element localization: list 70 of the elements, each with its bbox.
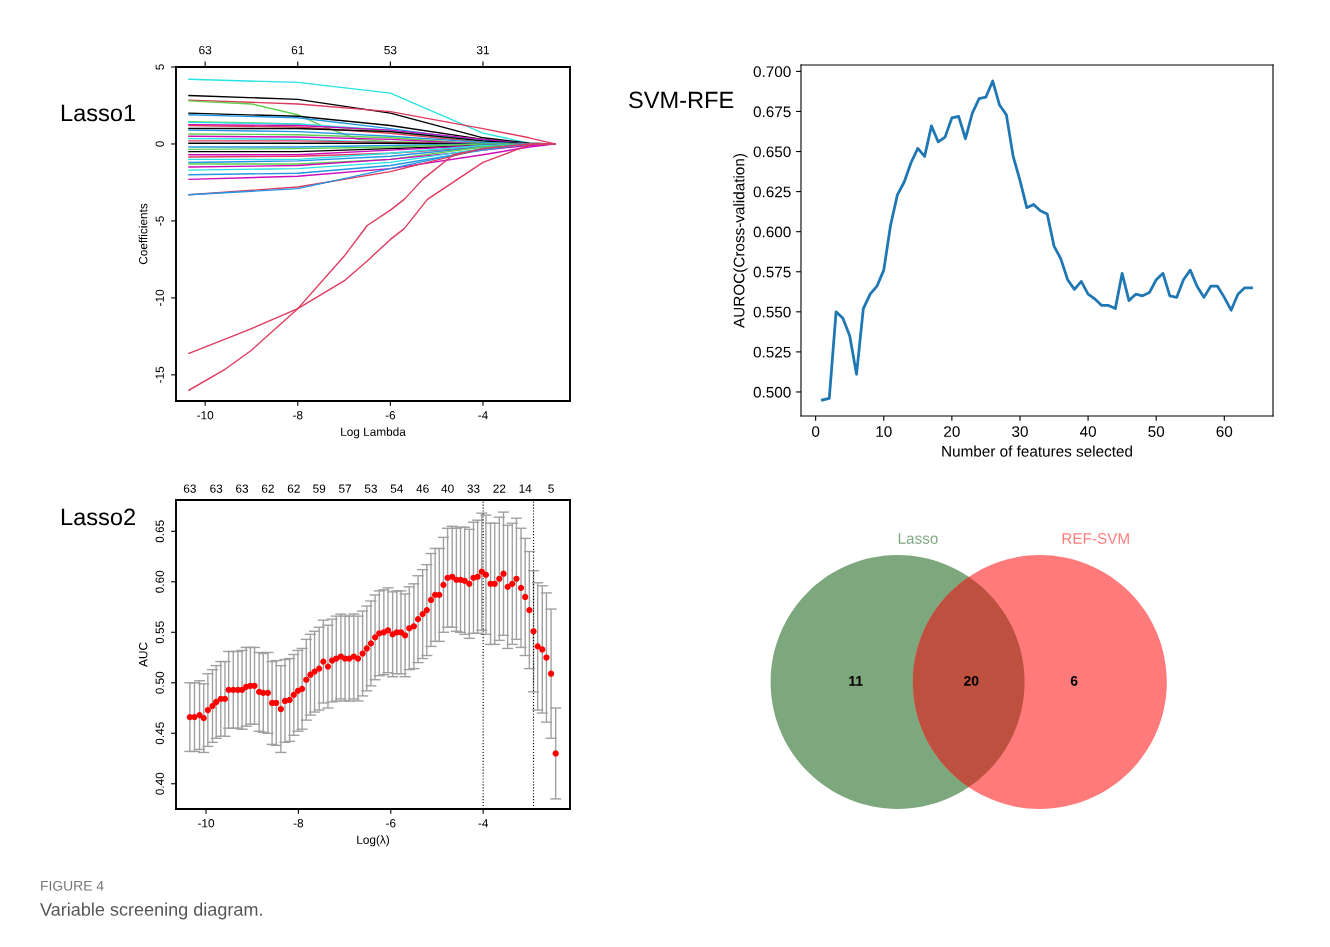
x-tick-label: -10 [198, 819, 215, 828]
y-tick-label: -5 [155, 216, 164, 226]
y-tick-label: 0.575 [753, 266, 791, 278]
text: 61 [291, 45, 304, 55]
y-tick-label: 0.55 [155, 621, 164, 644]
text: 46 [416, 484, 429, 493]
x-tick-label: -4 [478, 819, 489, 828]
text: 33 [467, 484, 480, 493]
y-tick-label: 0.500 [753, 386, 791, 398]
text: 53 [364, 484, 377, 493]
y-tick-label: 0.60 [155, 570, 164, 593]
y-tick-label: 0.525 [753, 346, 791, 358]
y-tick-label: 5 [155, 64, 164, 70]
y-tick-label: 0.40 [155, 772, 164, 795]
text: 57 [338, 484, 352, 493]
text: Variable screening diagram. [40, 902, 262, 920]
y-tick-label: 0.45 [155, 722, 164, 745]
x-tick-label: -8 [293, 411, 303, 420]
x-tick-label: -8 [293, 819, 304, 828]
y-tick-label: 0 [155, 141, 164, 147]
text: Lasso1 [61, 104, 135, 122]
y-tick-label: 0.600 [753, 226, 791, 238]
x-axis-title: Number of features selected [942, 445, 1132, 457]
category-label: Lasso [898, 533, 938, 544]
text: 53 [384, 45, 397, 55]
text: 31 [476, 45, 489, 55]
text: 63 [199, 45, 212, 55]
text: 40 [441, 484, 454, 493]
text: 59 [313, 484, 326, 493]
y-tick-label: 0.550 [753, 306, 791, 318]
text: SVM-RFE [629, 91, 734, 109]
y-tick-label: 0.650 [753, 146, 791, 158]
x-tick-label: -6 [385, 411, 396, 420]
x-tick-label: 0 [811, 426, 820, 437]
y-axis-title: AUROC(Cross-validation) [733, 154, 748, 328]
y-axis-title: AUC [139, 642, 148, 667]
text: 62 [287, 484, 300, 493]
y-tick-label: -15 [155, 366, 164, 383]
data-label: 20 [964, 675, 979, 686]
x-tick-label: 60 [1216, 426, 1233, 437]
text: 22 [493, 484, 506, 493]
x-axis-title: Log Lambda [341, 427, 406, 439]
text: 5 [548, 484, 554, 493]
x-axis-title: Log(λ) [357, 835, 389, 847]
data-label: 11 [849, 676, 863, 686]
y-tick-label: 0.700 [753, 66, 791, 78]
x-tick-label: 10 [876, 426, 892, 437]
x-tick-label: 30 [1012, 426, 1028, 437]
category-label: REF-SVM [1062, 533, 1129, 544]
x-tick-label: 50 [1148, 426, 1165, 437]
y-tick-label: 0.50 [155, 671, 164, 694]
text: 62 [261, 484, 274, 493]
y-tick-label: 0.675 [753, 106, 791, 118]
data-label: 6 [1070, 675, 1078, 686]
y-tick-label: -10 [155, 289, 164, 306]
text: 14 [519, 484, 532, 493]
text: 63 [236, 484, 249, 493]
text: 63 [210, 484, 223, 493]
x-tick-label: -6 [386, 819, 396, 828]
y-tick-label: 0.65 [155, 520, 164, 543]
caption: FIGURE 4 [41, 880, 104, 891]
x-tick-label: -4 [478, 411, 488, 420]
x-tick-label: 20 [944, 426, 960, 437]
text: 54 [390, 484, 404, 493]
y-tick-label: 0.625 [753, 186, 791, 198]
y-axis-title: Coefficients [138, 203, 148, 265]
x-tick-label: -10 [197, 411, 214, 420]
x-tick-label: 40 [1079, 426, 1096, 437]
text: 63 [183, 484, 196, 493]
chart-title: Lasso2 [61, 508, 135, 526]
